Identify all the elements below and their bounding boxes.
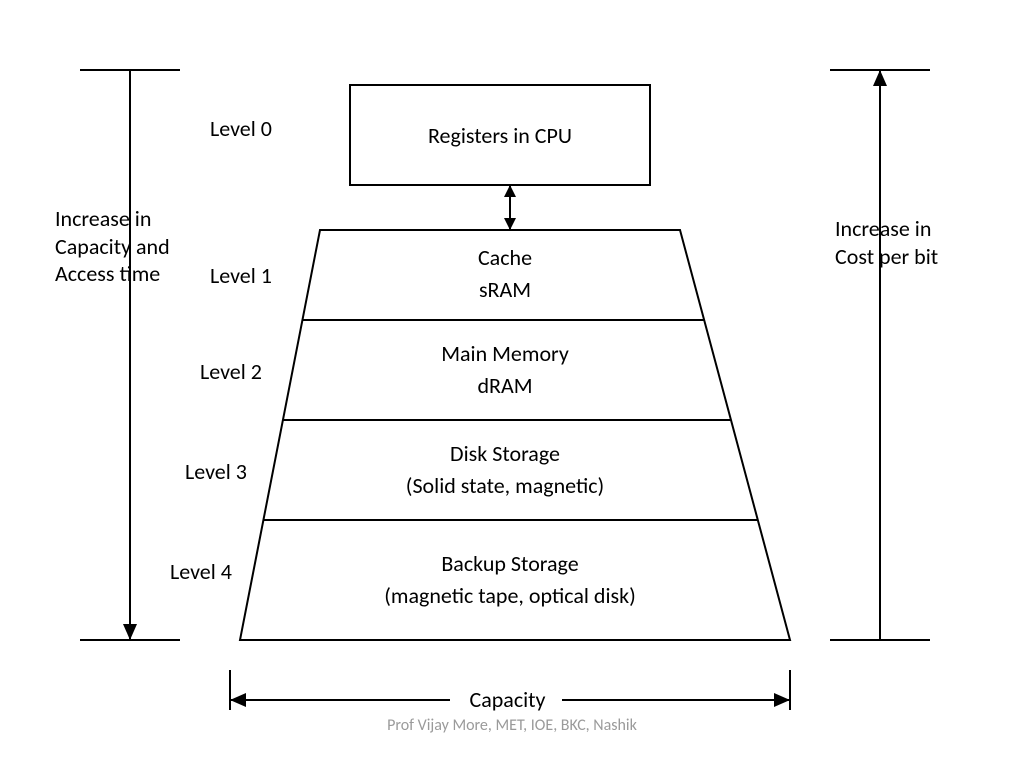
bottom-arrow-label: Capacity (455, 686, 560, 713)
level2-label: Level 2 (200, 358, 262, 385)
bottom-arrow-righthead (774, 693, 790, 707)
level1-title2: sRAM (300, 276, 710, 303)
level4-title1: Backup Storage (240, 550, 780, 577)
level2-title2: dRAM (280, 372, 730, 399)
level2-title1: Main Memory (280, 340, 730, 367)
left-arrow-line2: Capacity and (55, 233, 170, 260)
level1-title1: Cache (300, 244, 710, 271)
bottom-arrow-lefthead (230, 693, 246, 707)
connector-arrow-down (504, 218, 516, 230)
level1-label: Level 1 (210, 262, 272, 289)
left-arrow-label: Increase in Capacity and Access time (55, 205, 205, 288)
left-arrow-head (123, 624, 137, 640)
level3-title1: Disk Storage (260, 440, 750, 467)
level3-title2: (Solid state, magnetic) (260, 472, 750, 499)
right-arrow-line1: Increase in (835, 215, 931, 242)
left-arrow-line1: Increase in (55, 205, 151, 232)
level3-label: Level 3 (185, 458, 247, 485)
level4-title2: (magnetic tape, optical disk) (240, 582, 780, 609)
left-arrow-line3: Access time (55, 260, 160, 287)
connector-arrow-up (504, 185, 516, 197)
level4-label: Level 4 (170, 558, 232, 585)
right-arrow-label: Increase in Cost per bit (835, 215, 985, 270)
level0-label: Level 0 (210, 115, 272, 142)
right-arrow-head (873, 70, 887, 86)
level0-title: Registers in CPU (350, 122, 650, 149)
footer-credit: Prof Vijay More, MET, IOE, BKC, Nashik (0, 716, 1024, 735)
right-arrow-line2: Cost per bit (835, 243, 938, 270)
